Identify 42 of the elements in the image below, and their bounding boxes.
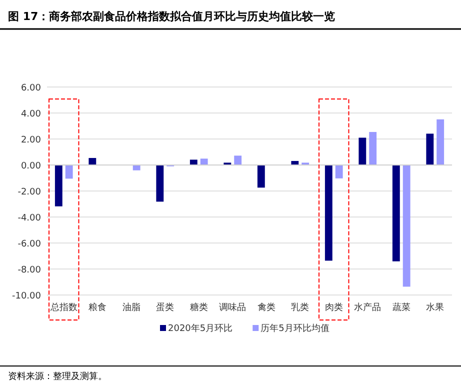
bar (358, 138, 366, 165)
text: 资料来源：整理及测算。 (8, 371, 107, 382)
x-tick-label: 调味品 (219, 302, 246, 313)
y-tick-label: 6.00 (20, 84, 42, 94)
x-tick-label: 肉类 (324, 302, 343, 313)
y-tick-label: 4.00 (20, 110, 42, 120)
bar (257, 165, 265, 188)
x-tick-label: 乳类 (291, 302, 310, 313)
x-tick-label: 蛋类 (156, 302, 174, 313)
y-tick-label: -8.00 (18, 266, 42, 276)
bar (436, 119, 444, 165)
x-tick-label: 禽类 (257, 302, 276, 313)
legend-label: 2020年5月环比 (168, 323, 233, 334)
y-tick-label: 0.00 (20, 162, 42, 172)
y-tick-label: -2.00 (18, 188, 42, 198)
bar (324, 165, 332, 261)
y-tick-label: -10.00 (12, 292, 42, 302)
bar (369, 132, 377, 165)
bar (65, 165, 73, 179)
bar (190, 160, 198, 165)
bar (392, 165, 400, 262)
x-tick-label: 水果 (426, 302, 444, 313)
bar (156, 165, 164, 202)
bar (200, 158, 208, 165)
y-tick-label: -6.00 (18, 240, 42, 250)
bar (88, 158, 96, 165)
bar (402, 165, 410, 287)
legend-label: 历年5月环比均值 (260, 323, 330, 334)
bar (54, 165, 62, 206)
x-tick-label: 总指数 (49, 302, 78, 313)
x-tick-label: 油脂 (122, 302, 140, 313)
bar (335, 165, 343, 178)
x-tick-label: 糖类 (190, 302, 208, 313)
chart-title: 图 17：商务部农副食品价格指数拟合值月环比与历史均值比较一览 (8, 10, 336, 23)
x-tick-label: 粮食 (88, 302, 107, 313)
y-tick-label: -4.00 (18, 214, 42, 224)
x-tick-label: 水产品 (354, 302, 382, 313)
x-tick-label: 蔬菜 (392, 302, 410, 313)
y-tick-label: 2.00 (20, 136, 42, 146)
bar (234, 156, 242, 165)
bar (132, 165, 140, 170)
bar (426, 134, 434, 165)
